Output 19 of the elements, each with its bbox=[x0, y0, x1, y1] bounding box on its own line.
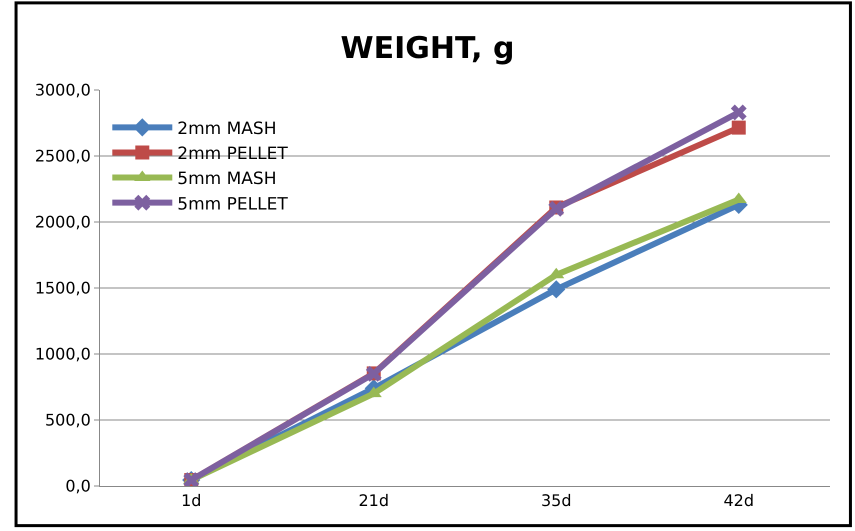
y-tick-label: 1000,0 bbox=[34, 344, 91, 364]
point bbox=[732, 120, 746, 135]
legend-label: 5mm PELLET bbox=[177, 194, 288, 214]
y-tick-label: 2000,0 bbox=[34, 212, 91, 232]
legend-label: 2mm MASH bbox=[177, 118, 277, 139]
y-tick-label: 0,0 bbox=[65, 476, 91, 496]
x-tick-label: 21d bbox=[358, 491, 390, 510]
y-tick-label: 1500,0 bbox=[34, 278, 91, 298]
x-tick-label: 35d bbox=[540, 491, 572, 510]
point bbox=[547, 280, 566, 298]
y-tick-label: 2500,0 bbox=[34, 146, 91, 166]
point bbox=[730, 104, 747, 120]
y-tick-label: 3000,0 bbox=[34, 80, 91, 100]
y-tick-label: 500,0 bbox=[44, 410, 91, 430]
legend-label: 2mm PELLET bbox=[177, 144, 288, 164]
legend-label: 5mm MASH bbox=[177, 169, 277, 190]
x-tick-label: 42d bbox=[723, 491, 754, 510]
x-tick-label: 1d bbox=[181, 491, 202, 510]
chart-title: WEIGHT, g bbox=[340, 31, 514, 66]
